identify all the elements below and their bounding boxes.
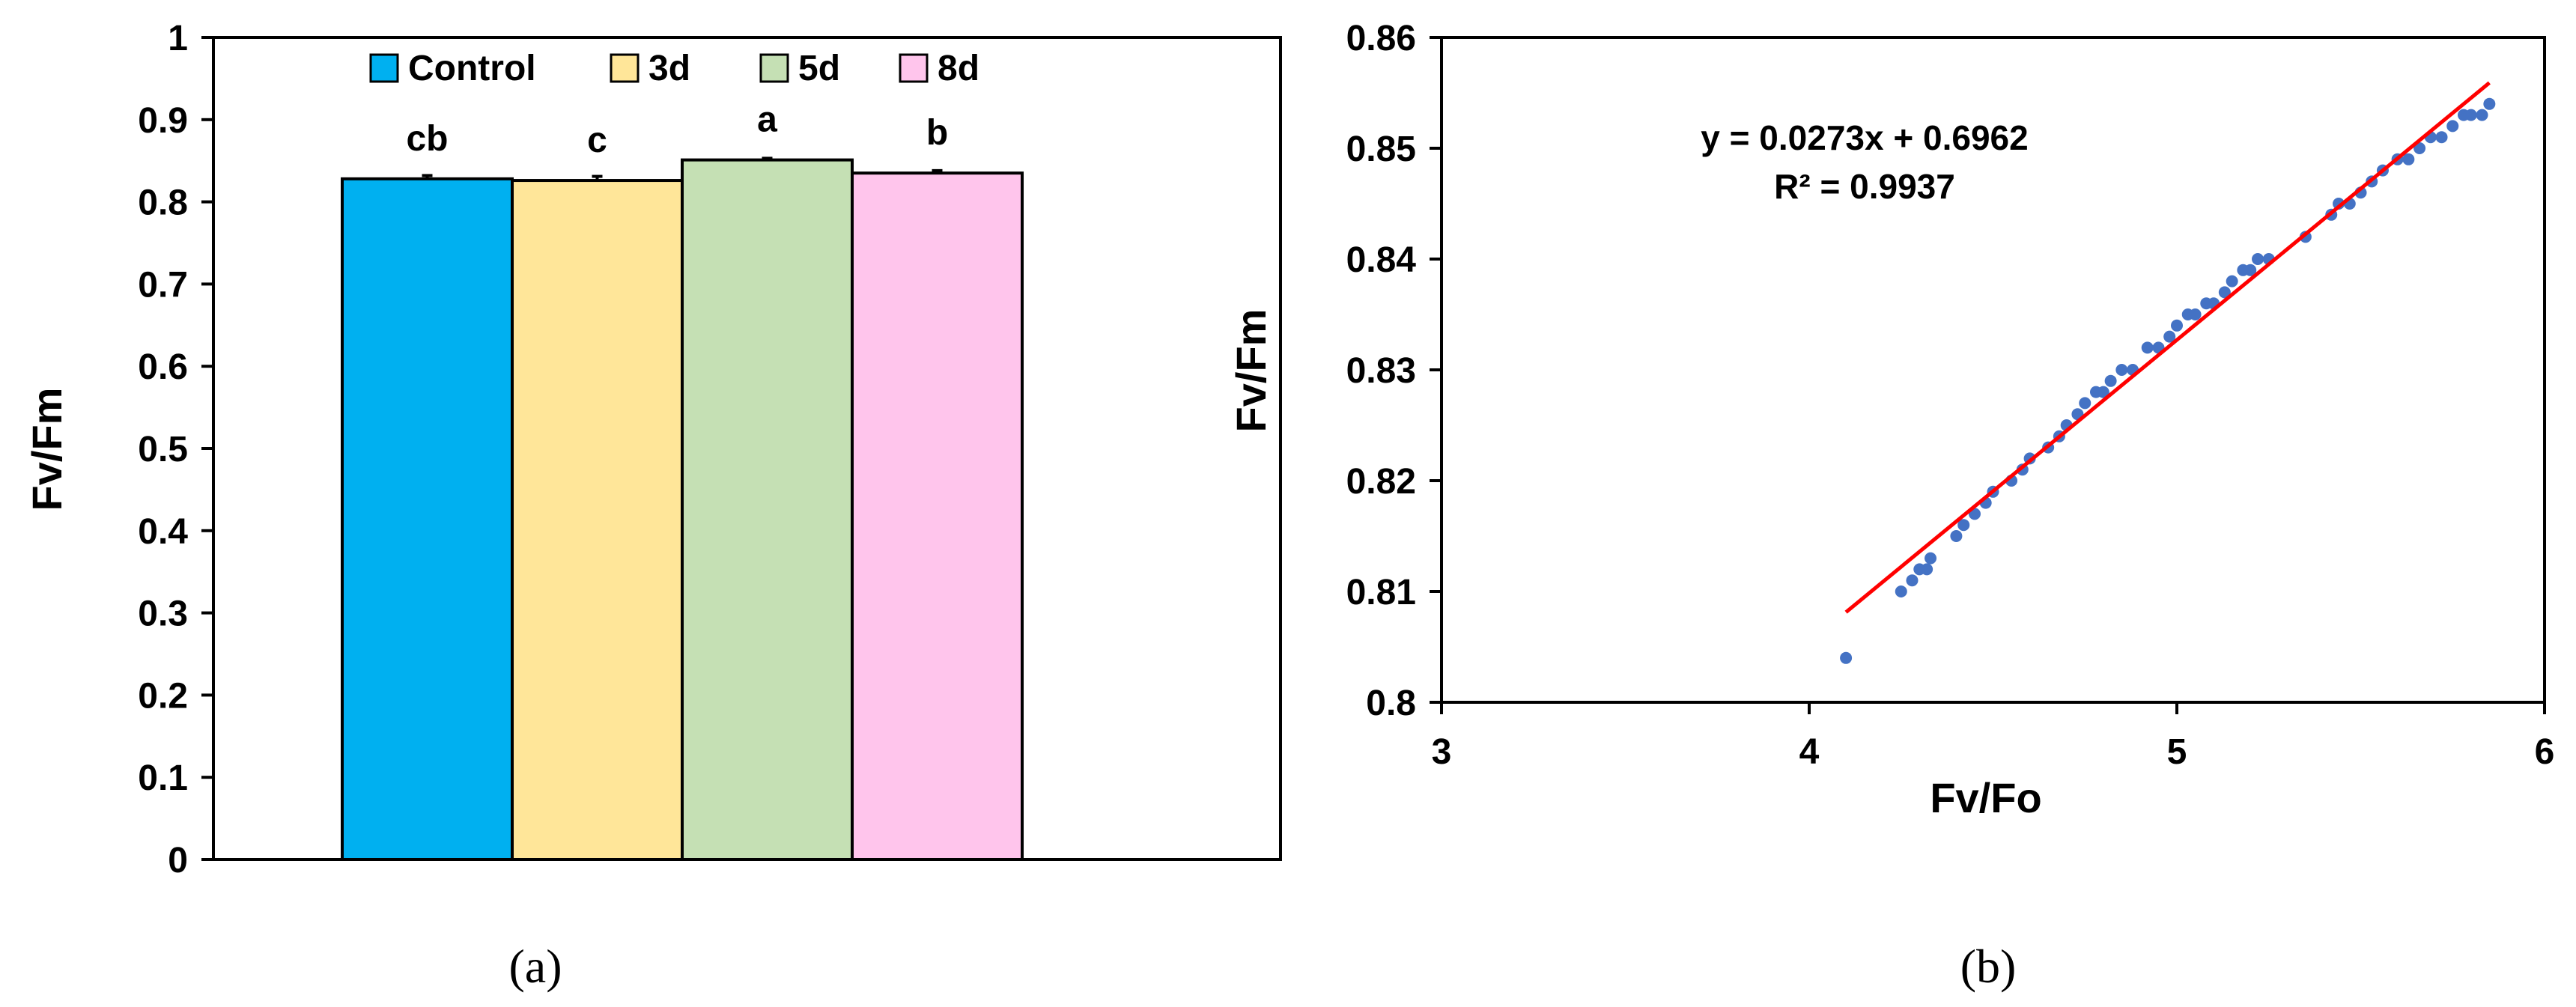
panel-a-bar [511,179,684,861]
panel-a-y-tick-label: 0.2 [138,676,188,716]
panel-a-y-tick-label: 0.5 [138,430,188,469]
panel-a-bar [851,171,1024,862]
panel-b-plot-frame [1440,36,2546,704]
panel-b-data-point [2402,153,2415,165]
panel-a-y-tick-label: 0.9 [138,101,188,141]
panel-b-data-point [2218,286,2231,299]
panel-b-equation: y = 0.0273x + 0.6962 [1701,118,2028,157]
panel-a-y-tick-label: 0.6 [138,347,188,387]
panel-a-legend-label: 8d [938,49,979,88]
panel-a-bar [341,177,514,861]
panel-a-y-tick-label: 0.1 [138,758,188,798]
panel-b-data-point [2079,397,2092,410]
panel-a-significance-label: c [587,121,607,160]
panel-b-data-point [2464,109,2477,121]
panel-a-y-axis-label: Fv/Fm [23,388,70,511]
panel-b-x-tick-label: 6 [2535,732,2555,772]
panel-a-legend-label: Control [408,49,536,88]
panel-a-legend-label: 3d [648,49,690,88]
panel-b-data-point [1957,519,1970,532]
panel-b-data-point [2104,374,2117,387]
panel-a-y-tick-label: 1 [168,19,188,58]
panel-b-y-axis-label: Fv/Fm [1227,309,1275,433]
panel-b-data-point [2171,319,2183,332]
panel-b-y-tick-label: 0.81 [1346,573,1416,612]
panel-b-y-tick-label: 0.85 [1346,130,1416,169]
panel-b-data-point [2226,275,2238,288]
panel-b-data-point [2141,341,2154,354]
panel-b-y-tick-label: 0.83 [1346,351,1416,391]
panel-b-data-point [2189,308,2202,320]
panel-a-y-tick-label: 0.3 [138,594,188,634]
panel-b-data-point [2414,142,2426,154]
panel-b-y-tick-label: 0.84 [1346,240,1417,280]
panel-a-bars: cb c a b [341,100,1024,862]
panel-b-caption: (b) [1960,940,2017,993]
panel-b-y-tick-label: 0.8 [1366,684,1416,723]
panel-a-bar [681,158,854,862]
panel-b-data-point [1950,530,1963,542]
panel-b-data-point [2097,386,2109,398]
panel-b-y-tick-label: 0.86 [1346,19,1416,58]
panel-a-legend-label: 5d [798,49,840,88]
panel-a-caption: (a) [508,940,562,993]
panel-b-y-tick-label: 0.82 [1346,462,1416,502]
panel-b-data-point [2446,120,2459,133]
panel-b-data-point [1925,552,1937,565]
panel-a-significance-label: a [757,100,777,140]
panel-b-x-axis-label: Fv/Fo [1930,774,2041,821]
panel-a-bar-chart: 0 0.1 0.2 0.3 0.4 0.5 0.6 0.7 0.8 0.9 1 cb c a b Cont… [23,19,1282,993]
panel-b-data-point [1895,585,1907,597]
panel-b-x-tick-label: 5 [2167,732,2187,772]
panel-a-legend-swatch [369,53,399,83]
panel-b-x-tick-label: 4 [1799,732,1820,772]
panel-a-y-tick-label: 0.8 [138,183,188,223]
panel-b-r-squared: R² = 0.9937 [1774,167,1955,206]
panel-b-data-point [1906,574,1919,587]
panel-a-legend-swatch [899,53,929,83]
panel-a-y-tick-label: 0.4 [138,512,188,552]
panel-b-data-point [2435,131,2448,144]
panel-b-data-point [1921,563,1933,576]
panel-a-legend-swatch [610,53,640,83]
panel-b-data-point [2244,264,2257,276]
panel-a-legend-swatch [759,53,789,83]
panel-a-y-ticks: 0 0.1 0.2 0.3 0.4 0.5 0.6 0.7 0.8 0.9 1 [138,19,213,880]
panel-b-trendline [1844,81,2491,614]
panel-b-data-point [2483,97,2496,110]
panel-b-data-point [2115,364,2128,376]
panel-b-y-ticks: 0.8 0.81 0.82 0.83 0.84 0.85 0.86 [1346,19,1442,723]
panel-b-data-point [2476,109,2488,121]
panel-a-significance-label: b [926,113,948,153]
panel-b-data-point [1840,651,1853,664]
panel-a-legend: Control 3d 5d 8d [369,49,979,88]
panel-b-data-point [2252,253,2264,265]
panel-a-y-tick-label: 0 [168,841,188,880]
panel-b-scatter-chart: 0.8 0.81 0.82 0.83 0.84 0.85 0.86 3 4 5 6 y = 0.0… [1227,19,2554,993]
panel-a-y-tick-label: 0.7 [138,265,188,305]
panel-b-x-ticks: 3 4 5 6 [1432,702,2555,772]
panel-b-x-tick-label: 3 [1432,732,1452,772]
panel-a-significance-label: cb [406,119,448,159]
panel-b-data-point [2163,330,2176,343]
